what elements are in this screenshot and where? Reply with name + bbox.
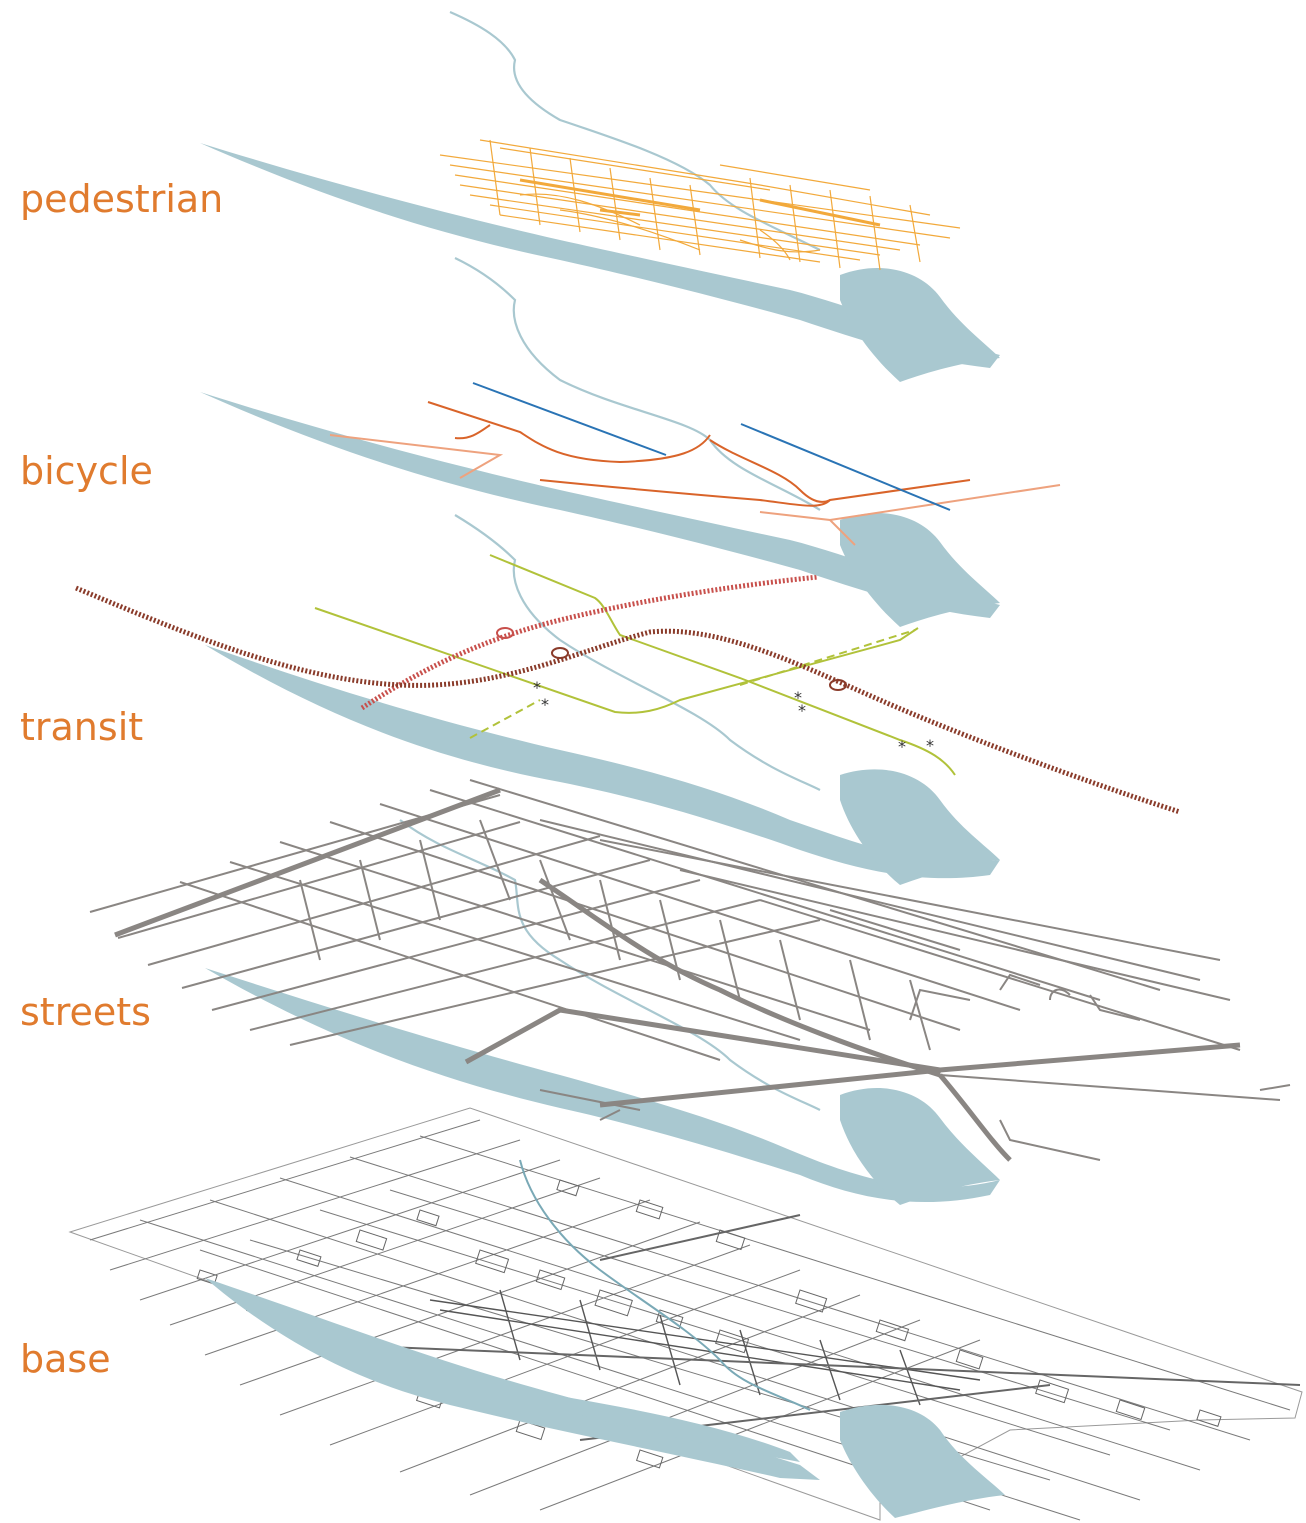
pedestrian-layer <box>200 10 1000 382</box>
bicycle-lake <box>840 513 1000 627</box>
svg-text:*: * <box>926 736 934 755</box>
transit-rail-red <box>360 574 819 711</box>
pedestrian-primary-paths <box>519 178 881 227</box>
bicycle-creek <box>454 257 821 511</box>
pedestrian-crosswalk <box>369 179 391 195</box>
bicycle-blue-routes <box>472 382 951 511</box>
bicycle-river <box>200 392 1000 618</box>
base-layer <box>68 1107 1303 1521</box>
base-river-lower <box>560 1396 800 1462</box>
base-river <box>205 1278 820 1480</box>
transit-layer-label: transit <box>20 705 144 749</box>
svg-text:*: * <box>794 688 802 707</box>
pedestrian-river <box>200 143 1000 368</box>
transit-creek <box>454 514 821 791</box>
base-layer-label: base <box>20 1337 111 1381</box>
bicycle-main-routes <box>427 401 971 507</box>
bicycle-secondary-routes <box>329 434 1061 546</box>
pedestrian-lake <box>840 268 1000 382</box>
pedestrian-layer-label: pedestrian <box>20 177 224 221</box>
bicycle-layer-label: bicycle <box>20 449 153 493</box>
streets-east-grid <box>539 973 1291 1161</box>
svg-text:*: * <box>898 737 906 756</box>
transit-rail-dark <box>75 585 1181 815</box>
transit-layer: * * * * * * <box>75 514 1181 885</box>
transit-dashed-line <box>469 629 916 739</box>
transit-stations <box>496 627 847 691</box>
streets-grid <box>89 779 1241 1061</box>
transit-lake <box>840 769 1000 885</box>
base-creek <box>519 1159 811 1411</box>
svg-text:*: * <box>541 695 549 714</box>
svg-text:*: * <box>798 701 806 720</box>
transit-green-lines <box>314 554 956 776</box>
streets-lake <box>840 1088 1000 1205</box>
streets-arterials <box>114 787 1241 1162</box>
bicycle-layer <box>200 257 1061 627</box>
pedestrian-creek <box>449 10 821 251</box>
transit-stop-markers: * * * * * * <box>533 678 934 756</box>
base-lake <box>840 1404 1005 1518</box>
transit-river <box>205 645 1000 879</box>
svg-text:*: * <box>533 678 541 697</box>
streets-layer <box>89 779 1291 1205</box>
streets-creek <box>399 819 821 1111</box>
pedestrian-network <box>439 139 961 271</box>
base-downtown <box>429 1289 981 1406</box>
streets-layer-label: streets <box>20 990 151 1034</box>
